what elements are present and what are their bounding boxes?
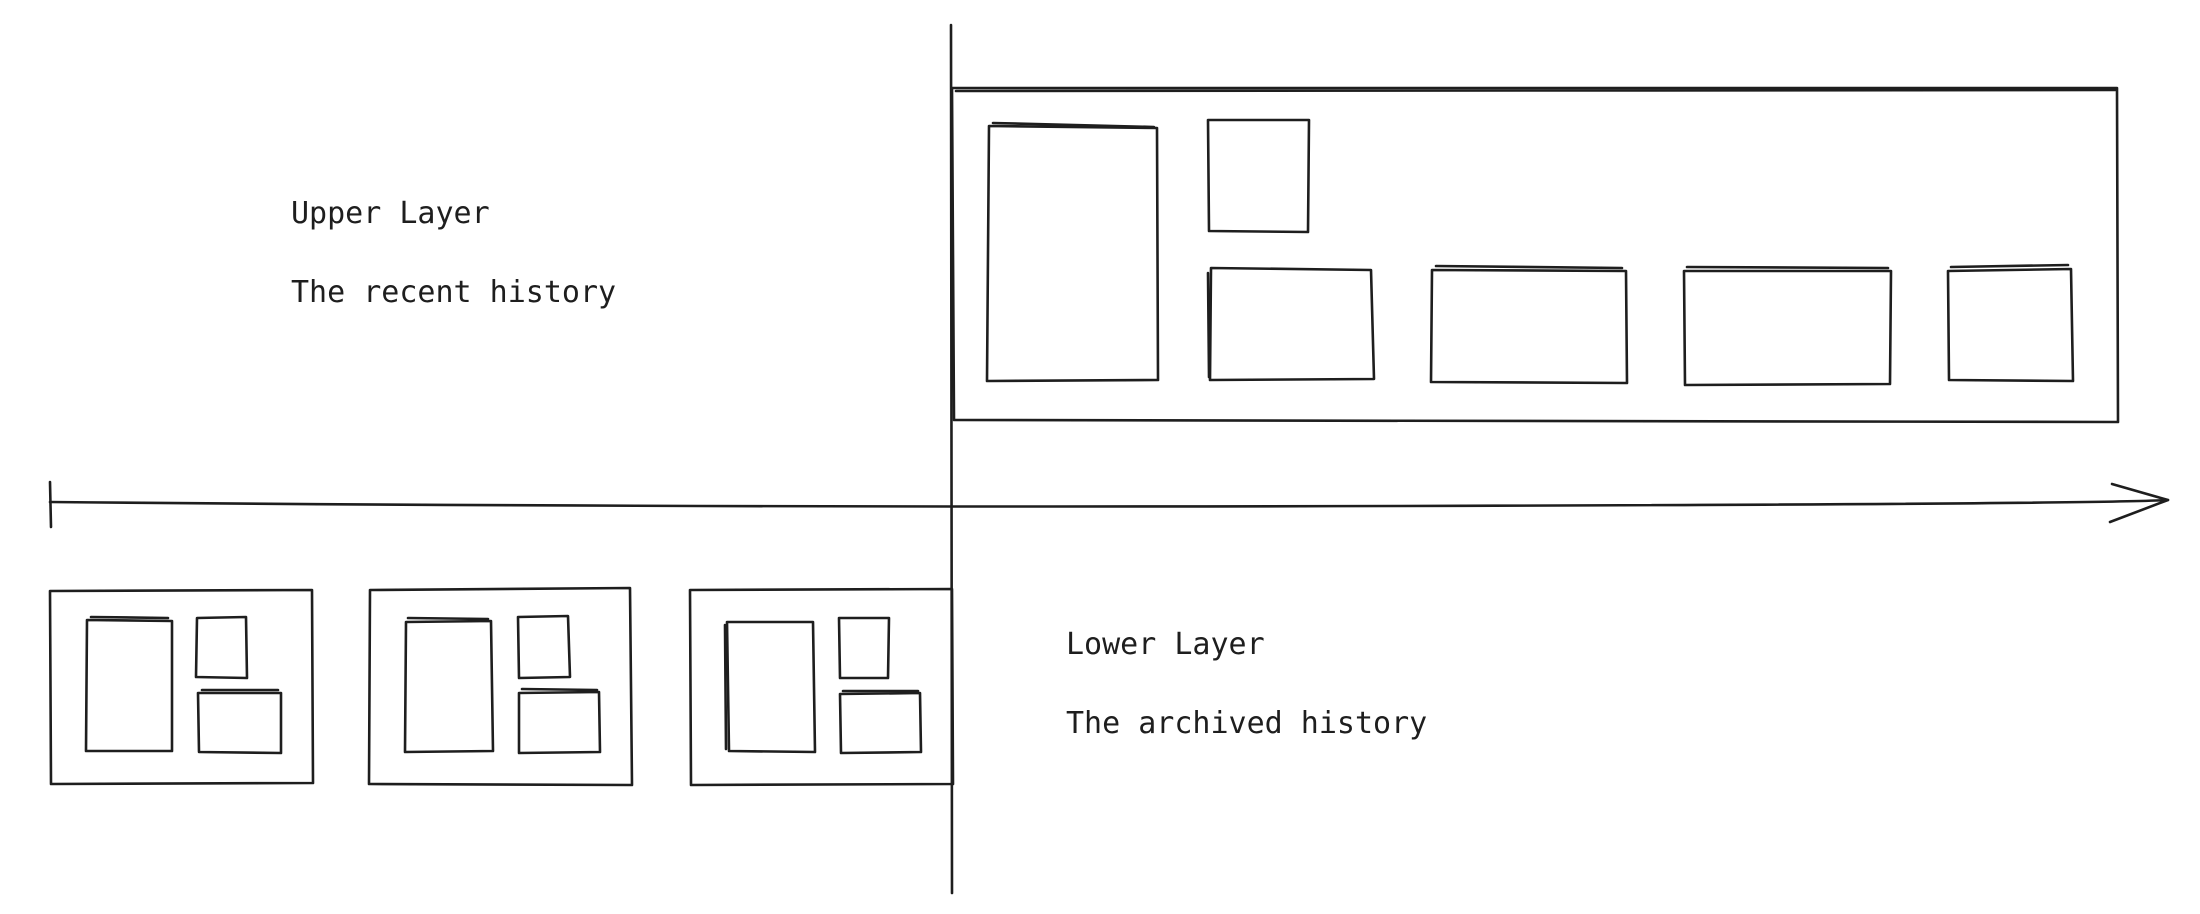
upper-layer-item	[1946, 263, 2075, 383]
upper-layer-item	[985, 121, 1160, 383]
upper-layer-item	[1429, 264, 1629, 385]
archive-group-3	[688, 587, 955, 787]
upper-layer-item	[1206, 118, 1311, 234]
lower-layer-title: Lower Layer	[1066, 627, 1265, 662]
archive-group-1	[48, 588, 315, 786]
archive-group-2	[367, 586, 634, 787]
timeline-arrow	[48, 480, 2170, 529]
lower-layer-subtitle: The archived history	[1066, 706, 1428, 741]
upper-layer-container	[950, 86, 2120, 424]
upper-layer-subtitle: The recent history	[291, 275, 617, 310]
upper-layer-item	[1206, 266, 1376, 382]
upper-layer-item	[1682, 265, 1893, 387]
upper-layer-title: Upper Layer	[291, 196, 490, 231]
